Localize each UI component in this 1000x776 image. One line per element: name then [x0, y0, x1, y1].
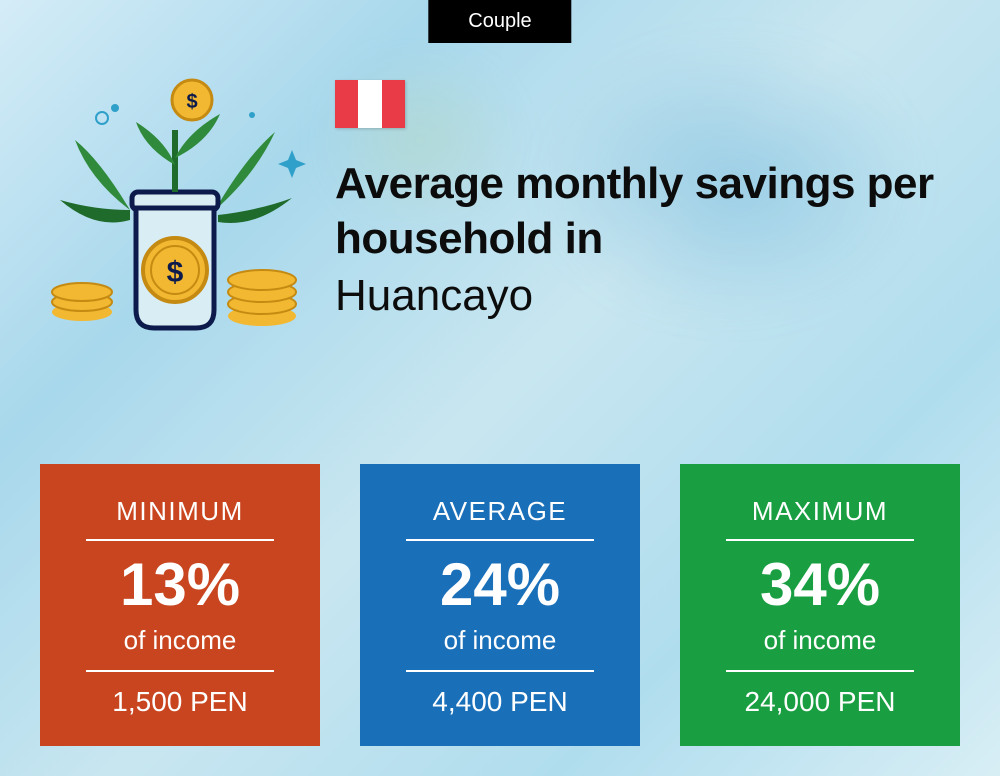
- peru-flag-icon: [335, 80, 405, 128]
- coin-stack-left: [52, 283, 112, 321]
- svg-text:$: $: [167, 256, 184, 289]
- flag-stripe: [382, 80, 405, 128]
- divider: [406, 670, 593, 672]
- title-block: Average monthly savings per household in…: [335, 80, 955, 325]
- city-name: Huancayo: [335, 266, 955, 325]
- stat-card-average: AVERAGE 24% of income 4,400 PEN: [360, 464, 640, 746]
- card-amount: 1,500 PEN: [60, 686, 300, 718]
- card-subtext: of income: [60, 625, 300, 656]
- stat-card-minimum: MINIMUM 13% of income 1,500 PEN: [40, 464, 320, 746]
- card-amount: 4,400 PEN: [380, 686, 620, 718]
- card-label: AVERAGE: [380, 496, 620, 527]
- card-subtext: of income: [380, 625, 620, 656]
- coin-stack-right: [228, 270, 296, 326]
- card-percentage: 24%: [380, 555, 620, 615]
- card-label: MAXIMUM: [700, 496, 940, 527]
- stat-card-maximum: MAXIMUM 34% of income 24,000 PEN: [680, 464, 960, 746]
- card-label: MINIMUM: [60, 496, 300, 527]
- headline: Average monthly savings per household in: [335, 156, 955, 266]
- card-percentage: 13%: [60, 555, 300, 615]
- card-percentage: 34%: [700, 555, 940, 615]
- jar: $: [132, 192, 218, 328]
- divider: [726, 539, 913, 541]
- card-subtext: of income: [700, 625, 940, 656]
- divider: [726, 670, 913, 672]
- flag-stripe: [335, 80, 358, 128]
- category-tag: Couple: [428, 0, 571, 43]
- savings-illustration: $ $: [40, 70, 310, 340]
- svg-text:$: $: [186, 91, 197, 113]
- divider: [86, 670, 273, 672]
- divider: [86, 539, 273, 541]
- savings-jar-icon: $ $: [40, 70, 310, 340]
- stat-cards-row: MINIMUM 13% of income 1,500 PEN AVERAGE …: [40, 464, 960, 746]
- plant-top: $: [136, 80, 220, 192]
- card-amount: 24,000 PEN: [700, 686, 940, 718]
- divider: [406, 539, 593, 541]
- flag-stripe: [358, 80, 381, 128]
